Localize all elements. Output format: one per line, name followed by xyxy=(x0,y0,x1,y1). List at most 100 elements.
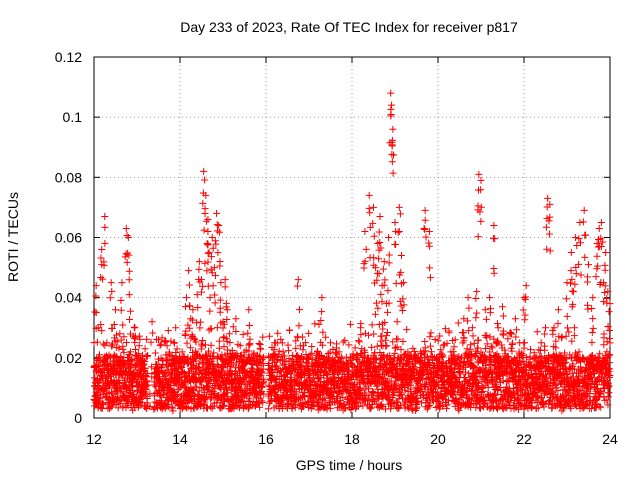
data-point xyxy=(398,391,406,399)
data-point xyxy=(477,217,485,225)
data-point xyxy=(481,306,489,314)
data-point xyxy=(207,265,215,273)
data-point xyxy=(475,170,483,178)
data-point xyxy=(217,279,225,287)
data-point xyxy=(554,320,562,328)
data-point xyxy=(112,331,120,339)
data-point xyxy=(410,347,418,355)
data-point xyxy=(421,216,429,224)
data-point xyxy=(520,294,528,302)
data-point xyxy=(259,333,267,341)
data-point xyxy=(173,345,181,353)
data-point xyxy=(206,307,214,315)
data-point xyxy=(285,347,293,355)
data-point xyxy=(140,361,148,369)
data-point xyxy=(322,333,330,341)
data-point xyxy=(265,381,273,389)
data-point xyxy=(265,332,273,340)
data-point xyxy=(181,303,189,311)
data-point xyxy=(308,342,316,350)
data-point xyxy=(585,261,592,269)
data-point xyxy=(246,340,254,348)
data-point xyxy=(439,351,447,359)
data-point xyxy=(449,391,457,399)
data-point xyxy=(246,397,254,405)
data-point xyxy=(450,343,458,351)
data-point xyxy=(215,337,223,345)
data-point xyxy=(544,194,552,202)
data-point xyxy=(410,390,418,398)
data-point xyxy=(201,398,209,406)
data-point xyxy=(92,363,100,371)
data-point xyxy=(572,270,580,278)
data-point xyxy=(439,358,447,366)
data-point xyxy=(457,353,465,361)
data-point xyxy=(197,401,205,409)
data-point xyxy=(351,344,359,352)
data-point xyxy=(295,395,303,403)
data-point xyxy=(401,386,409,394)
data-point xyxy=(197,345,205,353)
data-point xyxy=(201,210,209,218)
data-point xyxy=(426,264,434,272)
data-point xyxy=(292,337,300,345)
data-point xyxy=(287,373,295,381)
data-point xyxy=(570,324,578,332)
data-point xyxy=(211,237,219,245)
x-tick-label: 18 xyxy=(344,431,360,447)
data-point xyxy=(321,397,329,405)
data-point xyxy=(318,294,326,302)
data-point xyxy=(152,383,160,391)
data-point xyxy=(474,358,482,366)
data-point xyxy=(391,218,399,226)
data-point xyxy=(149,329,157,337)
data-point xyxy=(414,397,422,405)
data-point xyxy=(575,235,583,243)
data-point xyxy=(95,361,103,369)
data-point xyxy=(333,344,341,352)
x-tick-label: 12 xyxy=(86,431,102,447)
data-point xyxy=(395,359,403,367)
data-point xyxy=(447,364,455,372)
data-point xyxy=(197,318,205,326)
data-point xyxy=(580,206,588,214)
data-points xyxy=(90,89,614,415)
data-point xyxy=(480,394,488,402)
data-point xyxy=(426,342,434,350)
data-point xyxy=(579,218,587,226)
data-point xyxy=(563,312,571,320)
data-point xyxy=(207,395,215,403)
data-point xyxy=(138,374,146,382)
data-point xyxy=(567,249,575,257)
data-point xyxy=(339,338,347,346)
data-point xyxy=(397,346,405,354)
data-point xyxy=(564,324,572,332)
data-point xyxy=(119,345,127,353)
data-point xyxy=(393,318,401,326)
data-point xyxy=(420,224,428,232)
data-point xyxy=(355,338,363,346)
data-point xyxy=(384,308,392,316)
data-point xyxy=(213,221,221,229)
data-point xyxy=(302,339,310,347)
data-point xyxy=(389,169,397,177)
data-point xyxy=(375,228,383,236)
data-point xyxy=(108,402,116,410)
data-point xyxy=(388,150,396,158)
data-point xyxy=(374,240,382,248)
data-point xyxy=(91,308,99,316)
data-point xyxy=(315,320,323,328)
data-point xyxy=(260,377,268,385)
data-point xyxy=(99,401,107,409)
data-point xyxy=(172,348,180,356)
data-point xyxy=(244,329,252,337)
data-point xyxy=(569,288,577,296)
data-point xyxy=(334,393,342,401)
data-point xyxy=(276,367,284,375)
data-point xyxy=(584,301,592,309)
data-point xyxy=(409,344,417,352)
data-point xyxy=(198,366,206,374)
data-point xyxy=(213,361,221,369)
data-point xyxy=(280,352,288,360)
data-point xyxy=(135,342,143,350)
